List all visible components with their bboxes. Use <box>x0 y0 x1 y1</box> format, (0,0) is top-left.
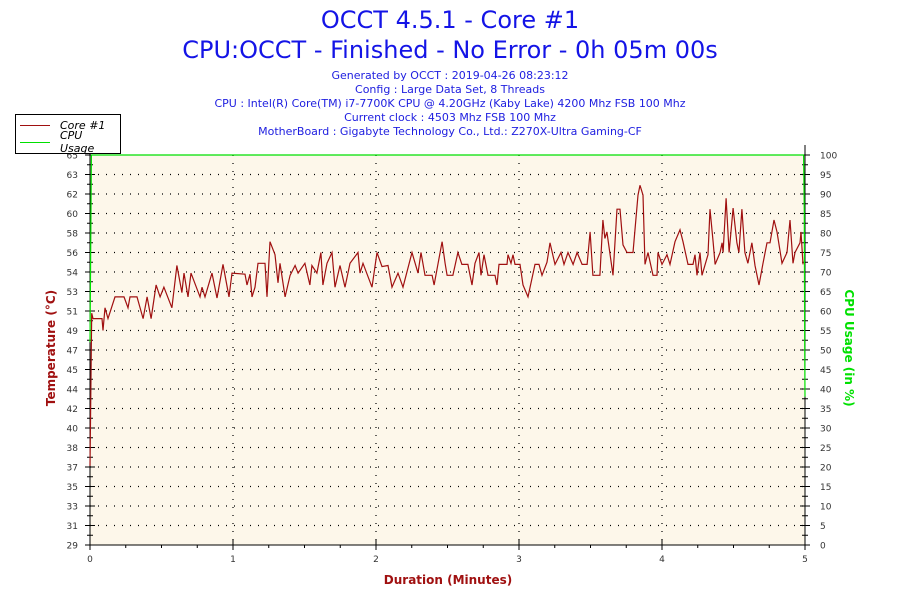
y-right-tick-label: 10 <box>820 503 832 513</box>
y-right-tick-label: 60 <box>820 308 832 318</box>
y-right-tick-label: 25 <box>820 444 831 454</box>
y-left-tick-label: 65 <box>67 152 78 162</box>
y-right-tick-label: 65 <box>820 288 831 298</box>
y-left-tick-label: 44 <box>67 386 79 396</box>
chart-subtitle: CPU:OCCT - Finished - No Error - 0h 05m … <box>182 36 718 64</box>
y-left-tick-label: 51 <box>67 308 78 318</box>
y-left-tick-label: 49 <box>67 327 79 337</box>
legend-label-cpu-usage: CPU Usage <box>59 129 95 155</box>
y-right-tick-label: 80 <box>820 230 832 240</box>
y-left-tick-label: 33 <box>67 503 78 513</box>
legend: Core #1 CPU Usage <box>15 114 121 155</box>
info-generated: Generated by OCCT : 2019-04-26 08:23:12 <box>331 69 569 82</box>
y-right-tick-label: 15 <box>820 483 831 493</box>
y-right-tick-label: 90 <box>820 191 832 201</box>
y-left-tick-label: 37 <box>67 464 78 474</box>
legend-swatch-core <box>20 124 50 126</box>
y-left-tick-label: 63 <box>67 171 78 181</box>
y-right-tick-label: 95 <box>820 171 831 181</box>
y-left-tick-label: 62 <box>67 191 78 201</box>
y-right-tick-label: 55 <box>820 327 831 337</box>
x-tick-label: 4 <box>659 555 665 565</box>
y-left-tick-label: 29 <box>67 542 79 552</box>
y-right-tick-label: 45 <box>820 366 831 376</box>
y-left-tick-label: 54 <box>67 269 79 279</box>
x-tick-label: 3 <box>516 555 522 565</box>
y-left-tick-label: 58 <box>67 230 79 240</box>
info-clock: Current clock : 4503 Mhz FSB 100 Mhz <box>344 111 556 124</box>
y-right-tick-label: 35 <box>820 405 831 415</box>
y-left-tick-label: 40 <box>67 425 79 435</box>
y-left-tick-label: 60 <box>67 210 79 220</box>
y-right-tick-label: 50 <box>820 347 832 357</box>
y-right-tick-label: 40 <box>820 386 832 396</box>
x-tick-label: 0 <box>87 555 93 565</box>
series-line-cpu-usage <box>89 154 806 397</box>
info-cpu: CPU : Intel(R) Core(TM) i7-7700K CPU @ 4… <box>214 97 686 110</box>
y-left-tick-label: 56 <box>67 249 79 259</box>
y-left-tick-label: 42 <box>67 405 78 415</box>
y-right-tick-label: 100 <box>820 152 837 162</box>
y-left-tick-label: 31 <box>67 522 78 532</box>
y-left-tick-label: 38 <box>67 444 79 454</box>
plot-area <box>90 155 805 545</box>
y-right-tick-label: 30 <box>820 425 832 435</box>
y-right-axis-label: CPU Usage (in %) <box>842 289 856 406</box>
y-left-tick-label: 53 <box>67 288 78 298</box>
y-right-tick-label: 70 <box>820 269 832 279</box>
y-right-tick-label: 75 <box>820 249 831 259</box>
x-tick-label: 5 <box>802 555 808 565</box>
legend-item-cpu-usage: CPU Usage <box>20 129 120 155</box>
legend-item-core: Core #1 <box>20 118 105 132</box>
legend-swatch-cpu-usage <box>20 141 50 143</box>
y-left-tick-label: 45 <box>67 366 78 376</box>
x-tick-label: 1 <box>230 555 236 565</box>
y-right-tick-label: 20 <box>820 464 832 474</box>
y-right-tick-label: 5 <box>820 522 826 532</box>
legend-label-core: Core #1 <box>60 118 106 132</box>
info-motherboard: MotherBoard : Gigabyte Technology Co., L… <box>258 125 642 138</box>
x-tick-label: 2 <box>373 555 379 565</box>
x-axis-label: Duration (Minutes) <box>384 573 512 587</box>
chart-title: OCCT 4.5.1 - Core #1 <box>320 6 580 34</box>
y-left-axis-label: Temperature (°C) <box>44 290 58 406</box>
series-line-core-1 <box>89 185 804 466</box>
y-right-tick-label: 85 <box>820 210 831 220</box>
y-left-tick-label: 35 <box>67 483 78 493</box>
info-config: Config : Large Data Set, 8 Threads <box>355 83 545 96</box>
y-left-tick-label: 47 <box>67 347 78 357</box>
y-right-tick-label: 0 <box>820 542 826 552</box>
